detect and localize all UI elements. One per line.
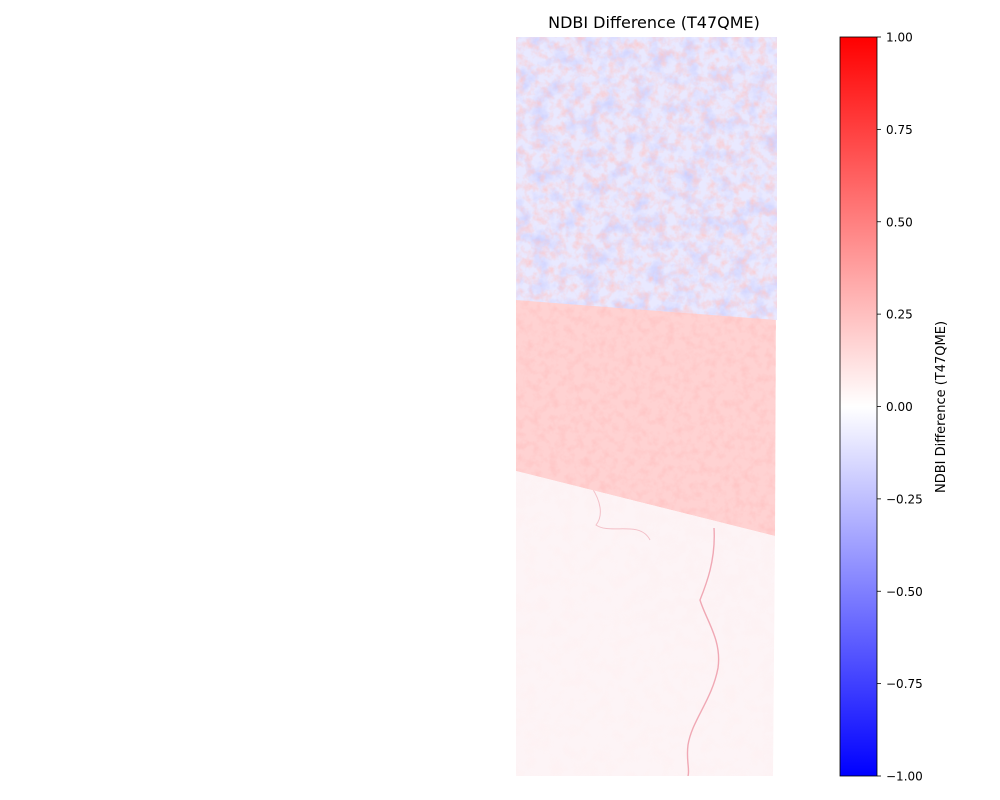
colorbar-label: NDBI Difference (T47QME) <box>934 321 949 493</box>
colorbar-ticks: −1.00 −0.75 −0.50 −0.25 0.00 0.25 0.50 0.75 1.00 <box>877 31 923 784</box>
colorbar-tick-label: −0.50 <box>886 585 923 599</box>
colorbar-tick-label: 1.00 <box>886 31 913 45</box>
heatmap-raster <box>516 37 777 776</box>
colorbar-tick-label: 0.50 <box>886 215 913 229</box>
colorbar-tick-label: −0.25 <box>886 492 923 506</box>
colorbar-tick-label: 0.00 <box>886 400 913 414</box>
colorbar-tick-label: −0.75 <box>886 677 923 691</box>
river-line <box>686 527 720 776</box>
colorbar-tick-label: −1.00 <box>886 770 923 784</box>
colorbar-tick-label: 0.75 <box>886 123 913 137</box>
raster-north-band <box>516 37 777 320</box>
colorbar-tick-label: 0.25 <box>886 308 913 322</box>
chart-title: NDBI Difference (T47QME) <box>548 13 760 32</box>
stream-line <box>591 487 651 541</box>
colorbar: −1.00 −0.75 −0.50 −0.25 0.00 0.25 0.50 0.75 1.00… <box>839 31 949 784</box>
colorbar-gradient <box>839 36 878 777</box>
